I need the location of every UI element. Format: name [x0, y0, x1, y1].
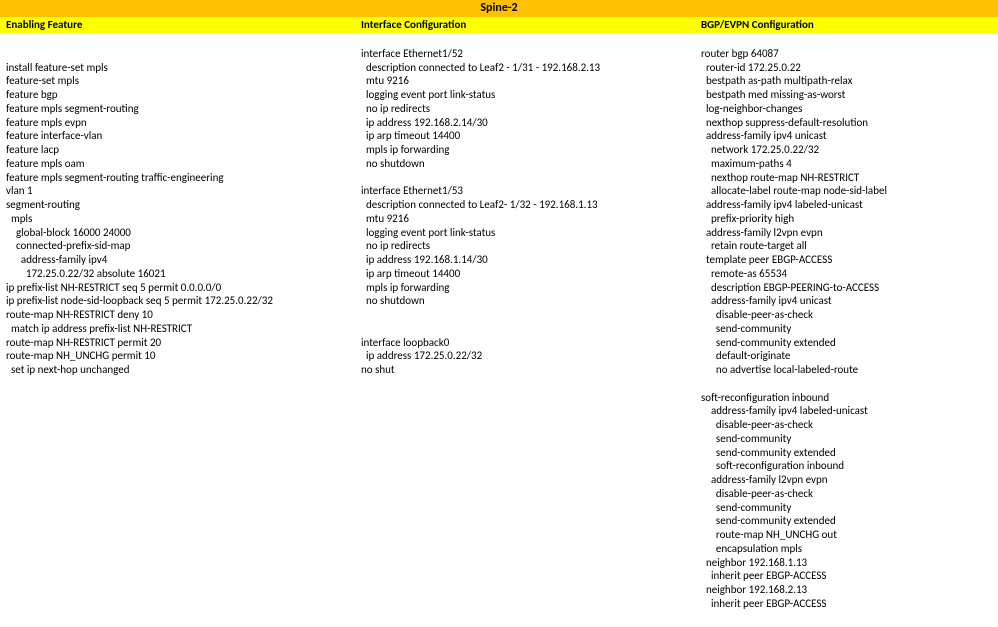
- header-row: Enabling Feature Interface Configuration…: [0, 17, 998, 33]
- config-bgp: router bgp 64087 router-id 172.25.0.22 b…: [701, 47, 992, 611]
- config-interface: interface Ethernet1/52 description conne…: [361, 47, 689, 377]
- col-interface: interface Ethernet1/52 description conne…: [355, 47, 695, 611]
- title-text: Spine-2: [480, 1, 517, 15]
- col-enabling: install feature-set mpls feature-set mpl…: [0, 47, 355, 611]
- config-enabling: install feature-set mpls feature-set mpl…: [6, 47, 349, 377]
- title-bar: Spine-2: [0, 0, 998, 17]
- header-bgp: BGP/EVPN Configuration: [695, 17, 998, 33]
- col-bgp: router bgp 64087 router-id 172.25.0.22 b…: [695, 47, 998, 611]
- body-row: install feature-set mpls feature-set mpl…: [0, 33, 998, 611]
- header-enabling: Enabling Feature: [0, 17, 355, 33]
- header-interface: Interface Configuration: [355, 17, 695, 33]
